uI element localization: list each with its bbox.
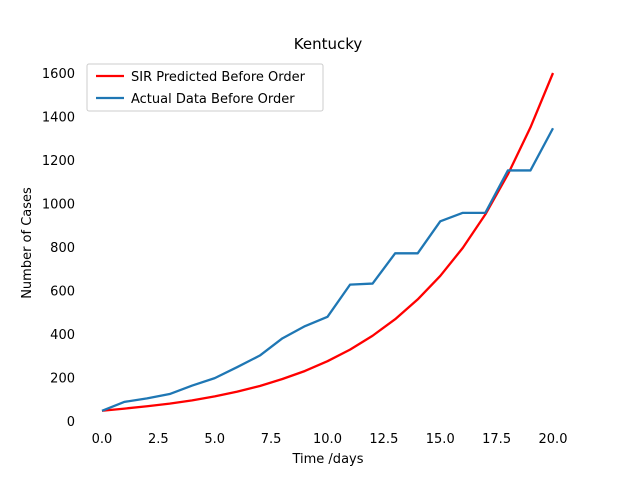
- legend-label-actual-data: Actual Data Before Order: [131, 92, 295, 107]
- x-tick-label: 5.0: [204, 432, 225, 447]
- x-axis-ticks: 0.0 2.5 5.0 7.5 10.0 12.5 15.0 17.5 20.0: [92, 432, 568, 447]
- y-tick-label: 1000: [42, 198, 75, 213]
- chart-title: Kentucky: [294, 35, 363, 53]
- x-tick-label: 17.5: [482, 432, 511, 447]
- x-tick-label: 15.0: [426, 432, 455, 447]
- legend-box: [86, 63, 324, 112]
- x-tick-label: 0.0: [92, 432, 113, 447]
- series-line-actual-data: [101, 127, 555, 412]
- legend-label-sir-predicted: SIR Predicted Before Order: [131, 70, 306, 85]
- y-axis-label: Number of Cases: [20, 187, 35, 299]
- x-tick-label: 7.5: [261, 432, 282, 447]
- y-tick-label: 0: [67, 415, 75, 430]
- x-tick-label: 12.5: [369, 432, 398, 447]
- y-tick-label: 600: [50, 285, 75, 300]
- x-tick-label: 2.5: [148, 432, 169, 447]
- x-tick-label: 10.0: [313, 432, 342, 447]
- y-tick-label: 1600: [42, 67, 75, 82]
- x-axis-label: Time /days: [291, 452, 363, 467]
- y-axis-ticks: 0 200 400 600 800 1000 1200 1400 1600: [42, 67, 75, 430]
- plot-area: [101, 72, 555, 412]
- y-tick-label: 1200: [42, 154, 75, 169]
- y-tick-label: 800: [50, 241, 75, 256]
- x-tick-label: 20.0: [539, 432, 568, 447]
- y-tick-label: 400: [50, 328, 75, 343]
- y-tick-label: 200: [50, 372, 75, 387]
- legend: SIR Predicted Before Order Actual Data B…: [86, 63, 324, 112]
- y-tick-label: 1400: [42, 111, 75, 126]
- series-line-sir-predicted: [101, 72, 555, 412]
